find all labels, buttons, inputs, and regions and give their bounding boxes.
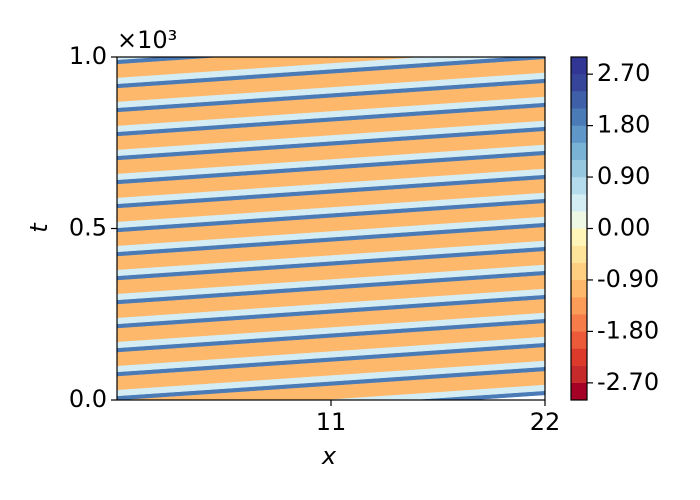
colorbar-bin [570,296,588,315]
colorbar-bin [570,91,588,109]
contour-band [117,246,545,281]
contour-band [117,240,545,277]
contour-band [117,298,545,342]
colorbar-bin [570,348,588,366]
contour-band [117,222,545,257]
contour-band [117,366,545,400]
contour-band [117,130,545,174]
colorbar-bin [570,159,588,178]
colorbar-bin [570,331,588,349]
colorbar-tick-label: -0.90 [597,265,659,293]
contour-band [117,106,545,150]
contour-band [117,294,545,329]
colorbar-bin [570,314,588,332]
contour-band [117,58,545,102]
colorbar-bin [570,56,588,75]
contour-band [117,288,545,325]
contour-band [117,270,545,305]
contour-band [117,360,545,397]
colorbar-tick-label: 0.00 [597,214,650,242]
colorbar-bin [570,279,588,298]
colorbar-tick-label: 2.70 [597,59,650,87]
colorbar-tick-label: 1.80 [597,111,650,139]
contour-band [117,96,545,133]
contour-band [117,192,545,229]
colorbar-bin [570,125,588,143]
contour-band [117,216,545,253]
contour-band [117,72,545,109]
colorbar-bin [570,245,588,263]
contour-band [117,57,423,78]
contour-band [117,57,222,65]
x-tick-label: 22 [530,408,561,436]
contour-band [117,312,545,349]
colorbar-bin [570,365,588,384]
contour-band [117,57,514,85]
contour-band [117,346,545,390]
y-tick-label: 1.0 [69,42,107,70]
y-axis-label: t [25,222,53,233]
contour-band [117,178,545,222]
contour-band [117,322,545,366]
y-offset-text: ×10³ [117,26,177,54]
contour-band [117,198,545,233]
y-tick-label: 0.0 [69,385,107,413]
colorbar-tick-label: -2.70 [597,368,659,396]
contour-band [117,57,545,89]
contour-band [117,144,545,181]
contour-band [117,342,545,377]
contour-band [117,318,545,353]
contour-band [117,150,545,185]
colorbar-bin [570,382,588,401]
contour-band [117,202,545,246]
contour-band [117,126,545,161]
x-axis-label: x [321,442,337,470]
colorbar-bin [570,176,588,195]
contour-band [117,274,545,318]
colorbar-bin [570,194,588,212]
contour-band [117,78,545,113]
y-tick-label: 0.5 [69,214,107,242]
colorbar-bin [570,228,588,246]
contour-band [117,154,545,198]
colorbar: 2.70 1.80 0.90 0.00 -0.90 -1.80 -2.70 [570,56,659,401]
contour-band [117,250,545,294]
colorbar-bin [570,262,588,281]
x-tick-label: 11 [316,408,347,436]
field [117,57,545,400]
colorbar-bin [570,74,588,92]
colorbar-bin [570,108,588,126]
contour-band [117,168,545,205]
contour-band [117,336,545,373]
contour-band [117,102,545,137]
contour-band [117,264,545,301]
colorbar-bin [570,211,588,229]
contour-band [117,174,545,209]
contour-band [117,57,161,60]
colorbar-bin [570,142,588,161]
contour-band [117,226,545,270]
colorbar-tick-label: 0.90 [597,162,650,190]
contour-band [117,82,545,126]
colorbar-tick-label: -1.80 [597,316,659,344]
contour-band [117,120,545,157]
